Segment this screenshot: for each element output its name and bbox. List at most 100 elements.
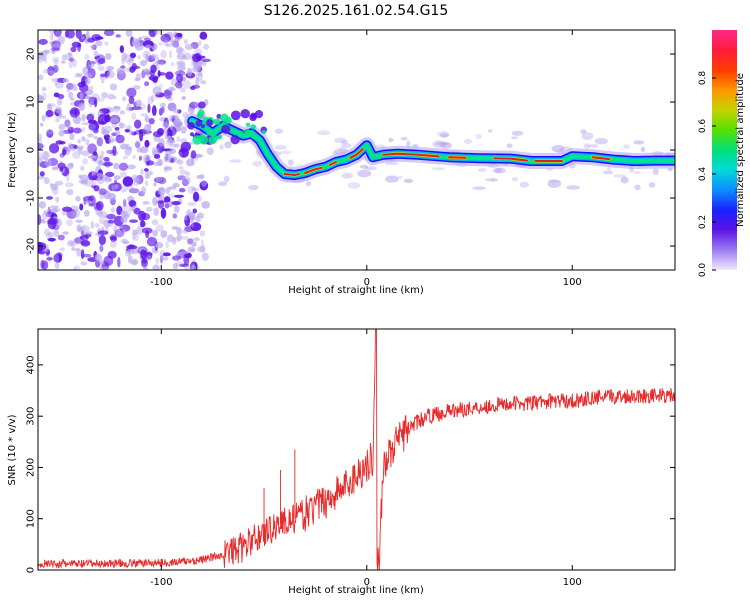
snr-y-tick-label: 300 (26, 407, 37, 426)
spectrogram-noise-blob (161, 122, 170, 128)
spectrogram-noise-blob (130, 258, 139, 266)
spectrogram-noise-blob (153, 153, 161, 159)
spectrogram-noise-blob (88, 96, 97, 106)
spectrogram-noise-blob (150, 64, 157, 74)
spectrogram-noise-blob (116, 67, 125, 75)
spectrogram-noise-blob (181, 250, 190, 255)
spectrogram-noise-blob (173, 118, 182, 128)
spectrogram-faint-blob (341, 172, 354, 179)
spectrogram-noise-blob (125, 30, 133, 37)
spectrogram-ridge-core (283, 173, 300, 177)
spectrogram-noise-blob (102, 129, 109, 136)
spectrogram-ridge-core (349, 148, 364, 159)
spectrogram-noise-blob (93, 185, 100, 192)
spectrogram-noise-blob (46, 129, 54, 135)
spectrogram-noise-blob (108, 135, 115, 144)
spectrogram-noise-blob (151, 53, 156, 59)
spectrogram-noise-blob (119, 45, 125, 54)
spectrogram-noise-blob (73, 87, 78, 92)
spectrogram-faint-blob (384, 161, 399, 166)
spectrogram-noise-blob (163, 166, 173, 171)
spectrogram-noise-blob (88, 122, 100, 131)
spectrogram-noise-blob (66, 173, 70, 183)
spectrogram-noise-blob (69, 162, 74, 168)
spectrogram-y-tick-label: 0 (26, 147, 37, 153)
spectrogram-noise-blob (101, 91, 109, 99)
spectrogram-noise-blob (109, 117, 119, 124)
spectrogram-noise-blob (199, 230, 206, 237)
spectrogram-noise-blob (107, 93, 115, 100)
spectrogram-noise-blob (51, 40, 61, 51)
spectrogram-noise-blob (161, 256, 169, 261)
spectrogram-faint-blob (606, 166, 611, 171)
snr-y-tick-label: 100 (26, 509, 37, 528)
spectrogram-noise-blob (38, 156, 42, 165)
spectrogram-noise-blob (143, 123, 152, 132)
spectrogram-noise-blob (170, 62, 175, 67)
spectrogram-noise-blob (81, 126, 86, 133)
spectrogram-noise-blob (196, 174, 204, 179)
spectrogram-noise-blob (54, 77, 58, 86)
spectrogram-noise-blob (174, 70, 186, 77)
spectrogram-noise-blob (179, 169, 187, 175)
spectrogram-noise-blob (164, 196, 171, 203)
spectrogram-noise-blob (53, 92, 60, 98)
spectrogram-noise-blob (133, 232, 140, 241)
spectrogram-noise-blob (41, 212, 50, 220)
spectrogram-noise-blob (120, 144, 126, 150)
spectrogram-noise-blob (155, 241, 164, 249)
spectrogram-noise-blob (165, 71, 174, 80)
spectrogram-noise-blob (144, 44, 152, 49)
spectrogram-noise-blob (43, 228, 51, 236)
spectrogram-noise-blob (155, 57, 160, 67)
spectrogram-ridge-core (448, 156, 467, 159)
spectrogram-noise-blob (179, 69, 184, 74)
spectrogram-ridge-core (304, 166, 323, 174)
spectrogram-noise-blob (38, 74, 44, 81)
spectrogram-noise-blob (54, 106, 62, 114)
spectrogram-noise-blob (61, 206, 73, 212)
spectrogram-faint-blob (252, 160, 262, 167)
spectrogram-noise-blob (100, 266, 109, 270)
spectrogram-faint-blob (478, 168, 487, 172)
spectrogram-noise-blob (153, 207, 160, 217)
spectrogram-noise-blob (104, 41, 109, 46)
spectrogram-noise-blob (163, 39, 169, 47)
spectrogram-noise-blob (142, 267, 150, 270)
spectrogram-noise-blob (166, 234, 174, 243)
spectrogram-noise-blob (169, 148, 176, 155)
spectrogram-noise-blob (47, 103, 52, 108)
spectrogram-faint-blob (484, 177, 495, 182)
spectrogram-noise-blob (128, 188, 140, 194)
spectrogram-noise-blob (43, 49, 51, 54)
spectrogram-noise-blob (86, 30, 90, 36)
spectrogram-y-tick-label: 10 (26, 96, 37, 109)
spectrogram-noise-blob (90, 155, 98, 162)
spectrogram-noise-blob (172, 213, 178, 219)
spectrogram-noise-blob (163, 127, 169, 137)
spectrogram-transition-blob (206, 119, 213, 126)
spectrogram-faint-blob (347, 182, 361, 189)
spectrogram-transition-blob (208, 136, 217, 145)
spectrogram-noise-blob (159, 102, 167, 108)
spectrogram-noise-blob (182, 54, 187, 60)
spectrogram-faint-blob (551, 144, 565, 153)
spectrogram-noise-blob (131, 233, 136, 241)
spectrogram-noise-blob (146, 160, 155, 166)
spectrogram-noise-blob (110, 239, 117, 248)
spectrogram-noise-blob (38, 155, 45, 162)
spectrogram-noise-blob (38, 241, 43, 253)
spectrogram-noise-blob (80, 240, 91, 247)
spectrogram-noise-blob (119, 110, 125, 115)
spectrogram-noise-blob (135, 99, 142, 106)
spectrogram-faint-blob (633, 140, 645, 145)
spectrogram-noise-blob (73, 238, 80, 242)
spectrogram-noise-blob (157, 72, 166, 76)
spectrogram-noise-blob (75, 219, 83, 224)
spectrogram-noise-blob (178, 188, 186, 193)
spectrogram-transition-blob (189, 132, 194, 137)
spectrogram-noise-blob (41, 115, 46, 122)
spectrogram-noise-blob (75, 195, 81, 202)
spectrogram-noise-blob (44, 158, 52, 167)
spectrogram-noise-blob (122, 176, 134, 187)
